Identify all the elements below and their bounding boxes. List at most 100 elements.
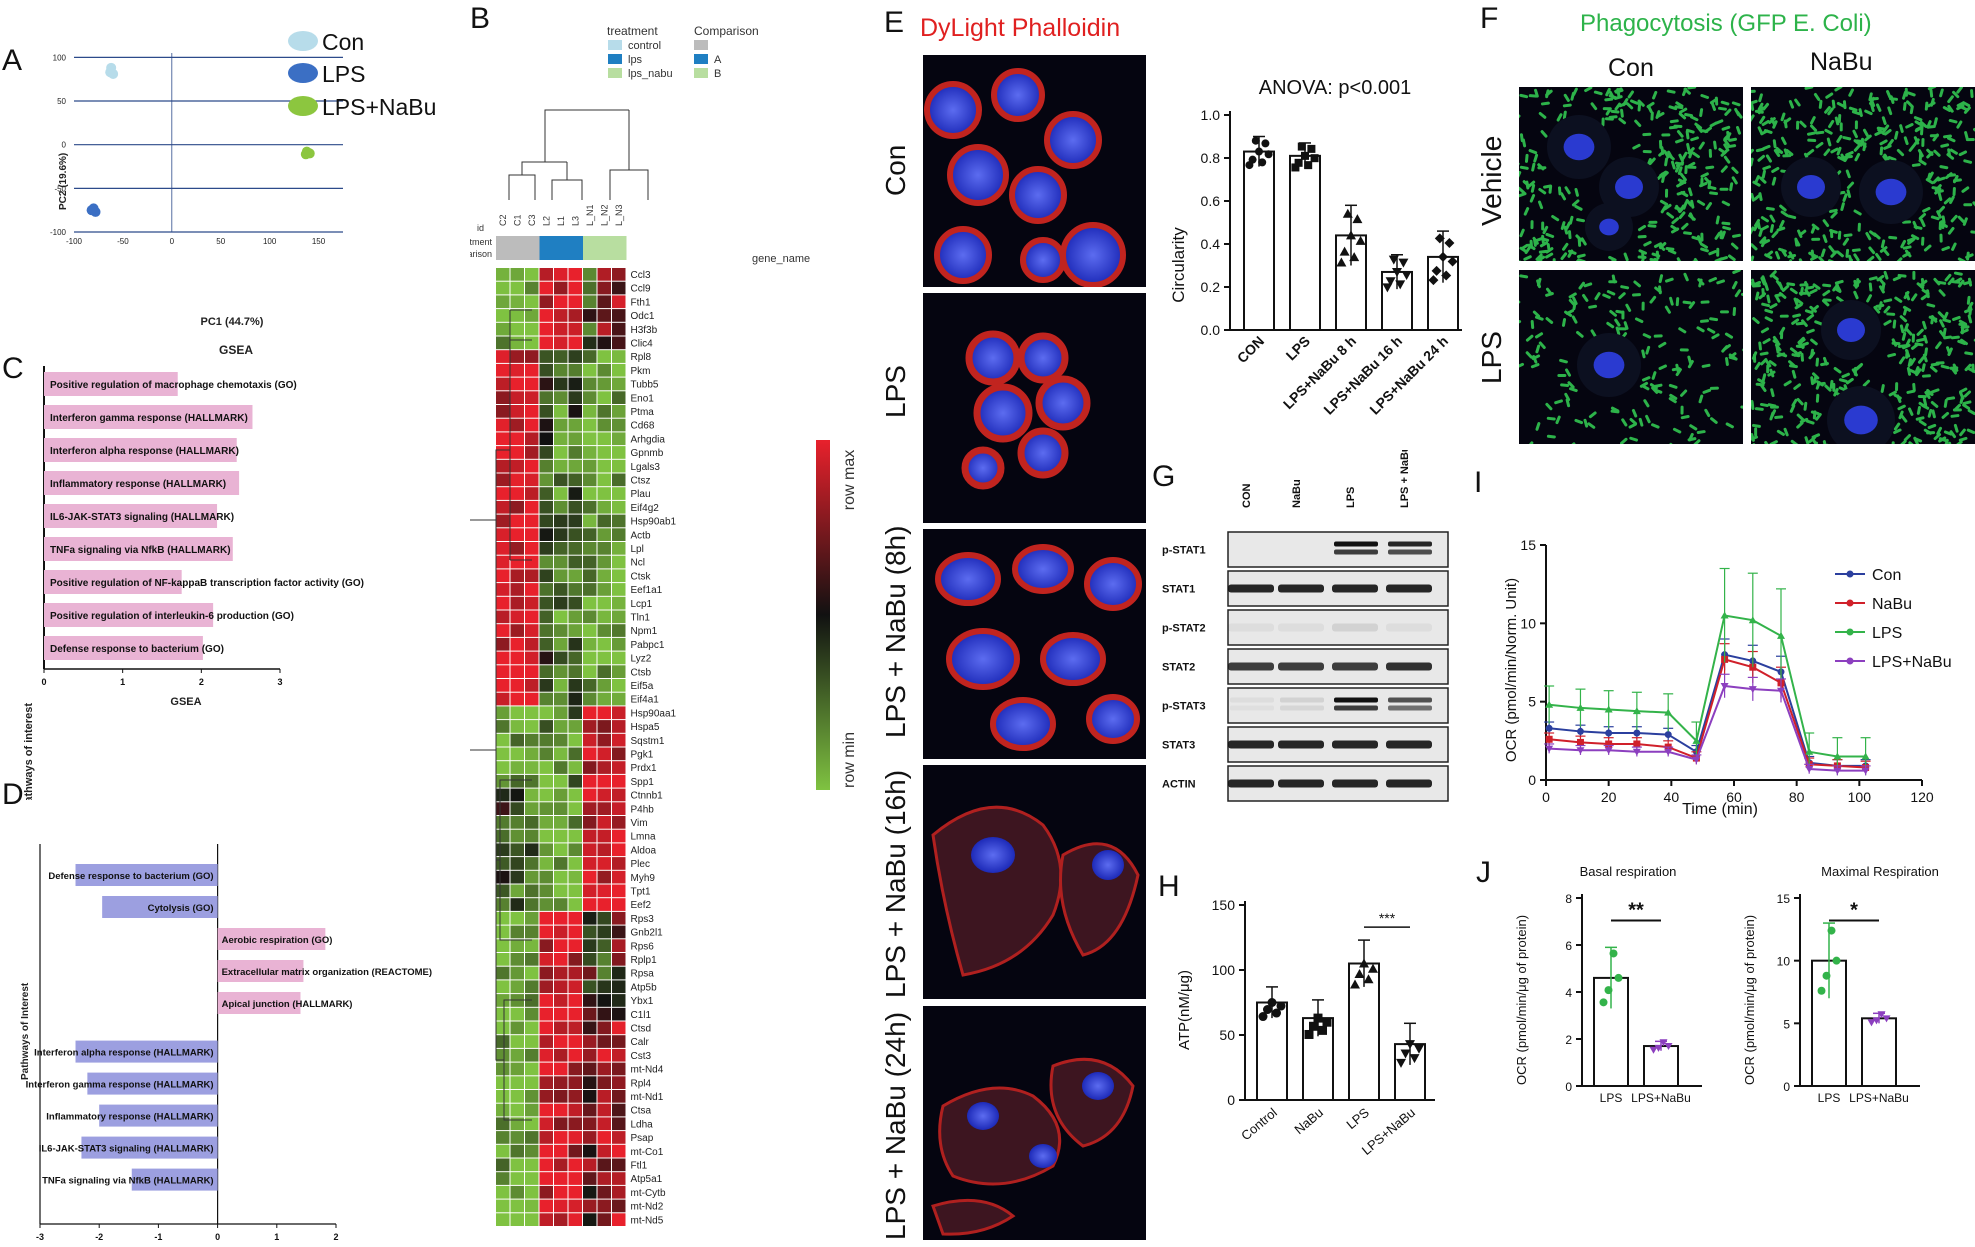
heat-cell xyxy=(525,624,539,637)
sh-point xyxy=(1664,748,1673,756)
sh-point xyxy=(1861,767,1870,775)
heat-cell xyxy=(612,679,626,692)
heat-cell xyxy=(597,925,611,939)
heat-rowlabel-id: id xyxy=(477,223,484,233)
phago-bacterium xyxy=(1888,390,1897,397)
atp-point xyxy=(1396,1058,1406,1068)
phago-bacterium xyxy=(1563,93,1570,102)
heat-cell xyxy=(496,446,510,459)
phago-bacterium xyxy=(1796,421,1804,429)
phago-bacterium xyxy=(1637,102,1642,112)
gsea-c-bars: Positive regulation of macrophage chemot… xyxy=(41,366,364,708)
heat-gene-label: Rpl4 xyxy=(631,1078,652,1089)
heat-cell xyxy=(597,1185,611,1199)
pca-point xyxy=(300,149,311,160)
phago-bacterium xyxy=(1751,114,1755,123)
phago-bacterium xyxy=(1538,187,1547,195)
heat-cell xyxy=(583,774,597,788)
sh-xtick: 40 xyxy=(1664,789,1680,805)
phago-bacterium xyxy=(1523,207,1530,216)
phago-bacterium xyxy=(1893,428,1902,435)
heat-gene-label: C1l1 xyxy=(631,1010,652,1021)
gsea-c-label: Positive regulation of interleukin-6 pro… xyxy=(50,611,294,622)
heat-cell xyxy=(597,1199,611,1213)
heat-cell xyxy=(597,336,611,350)
phago-bacterium xyxy=(1854,152,1861,162)
heat-cell xyxy=(496,939,510,952)
heat-cell xyxy=(612,528,626,541)
heat-cell xyxy=(612,774,626,788)
wb-row-label: STAT1 xyxy=(1162,584,1195,596)
heat-cell xyxy=(496,268,510,281)
heat-cell xyxy=(539,350,553,363)
heat-cell xyxy=(539,569,553,583)
heat-cell xyxy=(554,829,568,843)
phago-bacterium xyxy=(1617,327,1627,331)
heat-cell xyxy=(612,1103,626,1117)
phago-bacterium xyxy=(1815,381,1821,390)
phago-bacterium xyxy=(1719,310,1729,314)
heat-cell xyxy=(510,391,524,404)
panel-letter-h: H xyxy=(1158,870,1180,903)
phago-bacterium xyxy=(1709,317,1719,322)
heat-cell xyxy=(612,843,626,857)
heat-cell xyxy=(525,651,539,665)
heat-cell xyxy=(612,720,626,733)
j-point xyxy=(1609,949,1618,958)
heat-cell xyxy=(554,720,568,733)
phago-bacterium xyxy=(1678,327,1687,334)
phago-bacterium xyxy=(1922,206,1931,213)
heat-cell xyxy=(554,665,568,678)
phago-bacterium xyxy=(1761,169,1766,179)
sh-point xyxy=(1576,727,1584,735)
heat-gene-label: Ybx1 xyxy=(631,996,654,1007)
phago-bacterium xyxy=(1574,204,1583,211)
heat-cell xyxy=(525,500,539,514)
heat-cell xyxy=(539,405,553,418)
j-point xyxy=(1664,1043,1673,1051)
heat-cell xyxy=(597,542,611,555)
heat-cell xyxy=(510,843,524,857)
phago-bacterium xyxy=(1898,356,1906,365)
phago-bacterium xyxy=(1776,429,1785,436)
phago-bacterium xyxy=(1620,437,1628,444)
pca-ytick: -100 xyxy=(50,228,67,237)
phago-bacterium xyxy=(1950,335,1960,340)
phago-bacterium xyxy=(1679,107,1688,114)
heat-cell xyxy=(554,1213,568,1226)
phago-bacterium xyxy=(1877,128,1886,135)
phago-bacterium xyxy=(1715,215,1720,225)
heat-cell xyxy=(539,651,553,665)
heat-column-label: C3 xyxy=(527,214,537,226)
heat-gene-label: Rpsa xyxy=(631,969,655,980)
phago-bacterium xyxy=(1535,422,1541,431)
phago-bacterium xyxy=(1899,439,1907,444)
pca-ylabel: PC2 (19.6%) xyxy=(58,153,69,210)
wb-band xyxy=(1332,662,1378,671)
heat-cell xyxy=(539,1199,553,1213)
circ-point xyxy=(1258,158,1267,167)
phago-bacterium xyxy=(1667,153,1675,161)
heat-cell xyxy=(554,911,568,925)
heat-annot-comparison xyxy=(554,246,569,260)
heat-cell xyxy=(568,610,582,624)
heat-cell xyxy=(510,816,524,829)
phago-bacterium xyxy=(1680,191,1689,198)
heat-cell xyxy=(554,994,568,1007)
heat-cell xyxy=(554,514,568,528)
phago-bacterium xyxy=(1914,126,1923,133)
heat-cell xyxy=(612,405,626,418)
legend-lps-label: LPS xyxy=(322,61,365,87)
heat-cell xyxy=(583,1158,597,1172)
heat-gene-label: Lcp1 xyxy=(631,599,653,610)
phago-bacterium xyxy=(1700,93,1710,100)
heat-cell xyxy=(496,281,510,295)
heat-cell xyxy=(583,350,597,363)
phago-bacterium xyxy=(1793,297,1799,307)
heat-cell xyxy=(539,679,553,692)
heat-gene-label: Eif5a xyxy=(631,681,654,692)
phago-bacterium xyxy=(1799,286,1804,296)
phago-bacterium xyxy=(1875,252,1882,261)
heat-cell xyxy=(554,1021,568,1035)
